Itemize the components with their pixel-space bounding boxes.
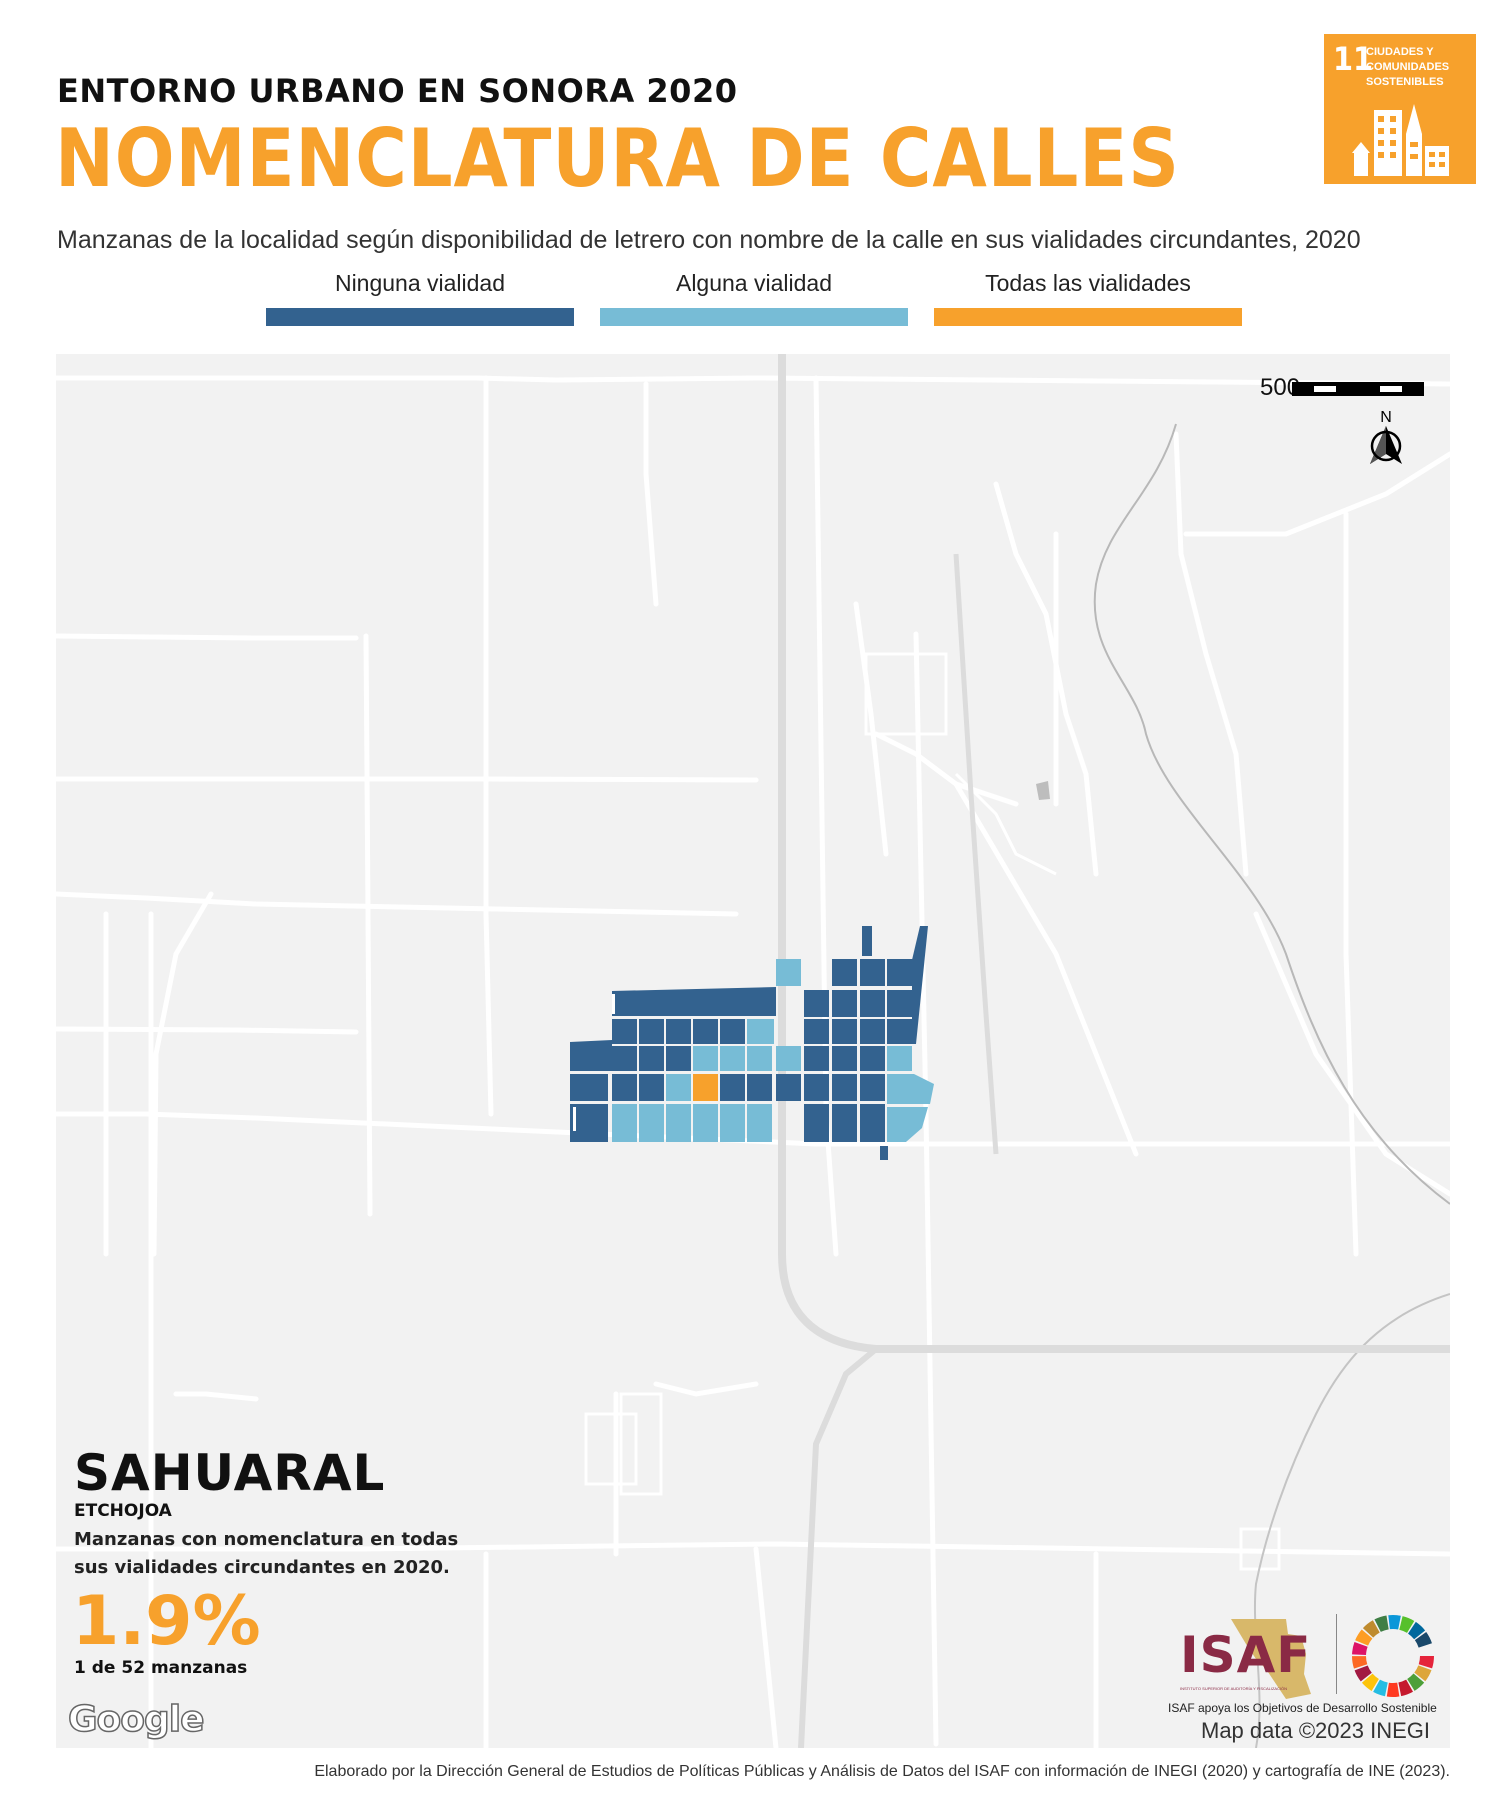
sdg-number: 11 xyxy=(1333,40,1374,78)
footer-credit: Elaborado por la Dirección General de Es… xyxy=(314,1763,1450,1780)
indicator-percent: 1.9% xyxy=(72,1582,261,1661)
indicator-count: 1 de 52 manzanas xyxy=(74,1658,248,1678)
legend-item-ninguna: Ninguna vialidad xyxy=(266,270,574,330)
isaf-logo-fine-print: INSTITUTO SUPERIOR DE AUDITORÍA Y FISCAL… xyxy=(1180,1686,1288,1691)
basemap-roads xyxy=(56,354,1450,1748)
legend-swatch-alguna xyxy=(600,308,908,326)
municipality-name: ETCHOJOA xyxy=(74,1501,172,1521)
sdg-11-badge: 11 CIUDADES Y COMUNIDADES SOSTENIBLES xyxy=(1324,34,1476,184)
scale-bar xyxy=(1292,382,1424,396)
legend-label: Alguna vialidad xyxy=(675,270,832,296)
sonora-map-icon xyxy=(1231,1619,1311,1699)
legend-item-alguna: Alguna vialidad xyxy=(600,270,908,330)
block-layer xyxy=(570,926,934,1160)
north-label: N xyxy=(1380,409,1392,426)
legend-swatch-ninguna xyxy=(266,308,574,326)
legend-label: Todas las vialidades xyxy=(985,270,1191,296)
google-logo: Google xyxy=(67,1698,205,1741)
isaf-caption: ISAF apoya los Objetivos de Desarrollo S… xyxy=(1168,1701,1437,1715)
city-buildings-icon xyxy=(1352,104,1449,176)
legend-swatch-todas xyxy=(934,308,1242,326)
legend-item-todas: Todas las vialidades xyxy=(934,270,1242,330)
page-title: NOMENCLATURA DE CALLES xyxy=(55,112,1180,205)
map-attribution: Map data ©2023 INEGI xyxy=(1201,1718,1431,1743)
map-canvas[interactable]: 500 m N SAHUARAL ETCHOJOA Manzanas con n… xyxy=(56,354,1450,1748)
legend: Ninguna vialidad Alguna vialidad Todas l… xyxy=(0,270,1500,330)
north-arrow-icon: N xyxy=(1370,409,1402,464)
isaf-sdg-logos: ISAF INSTITUTO SUPERIOR DE AUDITORÍA Y F… xyxy=(1156,1584,1446,1715)
sdg-wheel-icon xyxy=(1352,1615,1434,1697)
sdg-goal-text: CIUDADES Y COMUNIDADES SOSTENIBLES xyxy=(1366,46,1450,88)
map-subtitle: Manzanas de la localidad según disponibi… xyxy=(57,226,1361,254)
kicker-heading: ENTORNO URBANO EN SONORA 2020 xyxy=(57,72,738,110)
indicator-description: Manzanas con nomenclatura en todas sus v… xyxy=(74,1529,459,1578)
locality-name: SAHUARAL xyxy=(74,1444,386,1502)
logo-divider xyxy=(1336,1614,1337,1694)
legend-label: Ninguna vialidad xyxy=(334,270,506,296)
isaf-logo-text: ISAF xyxy=(1180,1626,1312,1684)
